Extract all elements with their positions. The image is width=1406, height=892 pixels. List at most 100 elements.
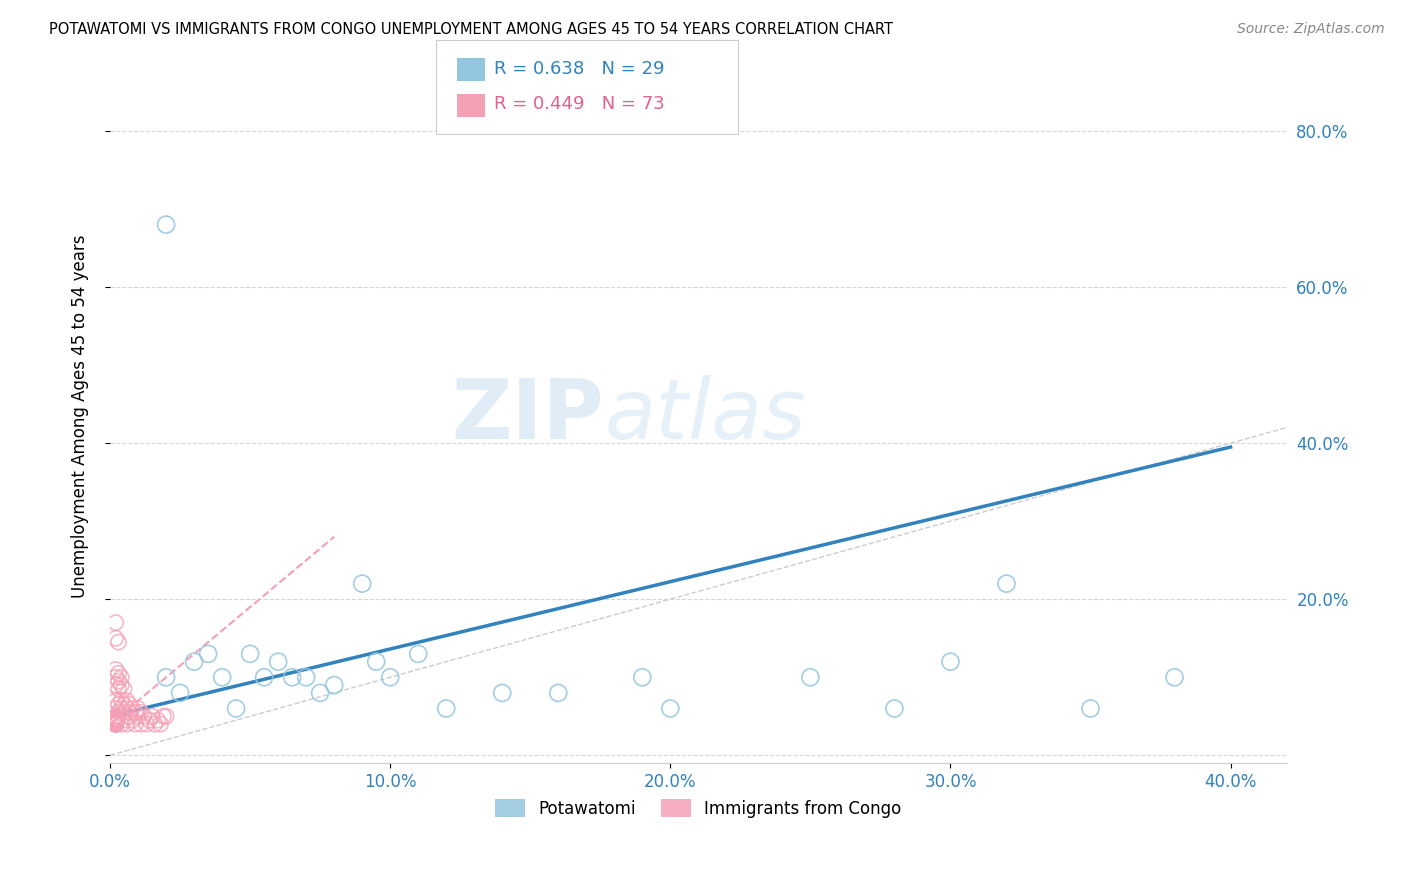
Point: [155, 709, 177, 723]
Point: [104, 717, 127, 731]
Point: [352, 576, 374, 591]
Point: [107, 635, 129, 649]
Point: [115, 701, 138, 715]
Point: [631, 670, 654, 684]
Point: [104, 711, 127, 725]
Point: [104, 713, 127, 727]
Point: [104, 717, 127, 731]
Point: [104, 715, 127, 730]
Point: [124, 706, 146, 720]
Point: [107, 709, 129, 723]
Point: [295, 670, 318, 684]
Point: [104, 632, 127, 646]
Point: [104, 663, 127, 677]
Point: [118, 706, 141, 720]
Text: R = 0.449   N = 73: R = 0.449 N = 73: [494, 95, 664, 113]
Point: [115, 694, 138, 708]
Point: [267, 655, 290, 669]
Point: [149, 717, 172, 731]
Point: [104, 715, 127, 730]
Point: [104, 717, 127, 731]
Point: [112, 698, 135, 712]
Point: [110, 701, 132, 715]
Point: [659, 701, 682, 715]
Point: [104, 717, 127, 731]
Point: [1080, 701, 1102, 715]
Point: [104, 715, 127, 730]
Text: POTAWATOMI VS IMMIGRANTS FROM CONGO UNEMPLOYMENT AMONG AGES 45 TO 54 YEARS CORRE: POTAWATOMI VS IMMIGRANTS FROM CONGO UNEM…: [49, 22, 893, 37]
Point: [115, 717, 138, 731]
Point: [309, 686, 332, 700]
Point: [104, 715, 127, 730]
Point: [143, 717, 166, 731]
Point: [127, 701, 149, 715]
Point: [138, 713, 160, 727]
Point: [104, 694, 127, 708]
Point: [104, 717, 127, 731]
Point: [253, 670, 276, 684]
Point: [491, 686, 513, 700]
Point: [104, 713, 127, 727]
Point: [129, 717, 152, 731]
Point: [112, 706, 135, 720]
Point: [104, 678, 127, 692]
Point: [380, 670, 402, 684]
Point: [121, 701, 143, 715]
Point: [366, 655, 388, 669]
Point: [107, 706, 129, 720]
Point: [104, 714, 127, 728]
Point: [883, 701, 905, 715]
Point: [225, 701, 247, 715]
Point: [152, 709, 174, 723]
Point: [141, 709, 163, 723]
Y-axis label: Unemployment Among Ages 45 to 54 years: Unemployment Among Ages 45 to 54 years: [72, 234, 89, 598]
Point: [197, 647, 219, 661]
Point: [127, 709, 149, 723]
Point: [104, 714, 127, 728]
Point: [110, 717, 132, 731]
Point: [155, 670, 177, 684]
Point: [104, 717, 127, 731]
Point: [104, 717, 127, 731]
Point: [323, 678, 346, 692]
Point: [104, 701, 127, 715]
Text: R = 0.638   N = 29: R = 0.638 N = 29: [494, 60, 664, 78]
Point: [112, 681, 135, 696]
Point: [104, 714, 127, 728]
Point: [110, 670, 132, 684]
Point: [104, 670, 127, 684]
Point: [281, 670, 304, 684]
Point: [434, 701, 457, 715]
Point: [104, 615, 127, 630]
Point: [799, 670, 821, 684]
Point: [155, 218, 177, 232]
Point: [939, 655, 962, 669]
Point: [547, 686, 569, 700]
Point: [110, 694, 132, 708]
Point: [107, 674, 129, 689]
Point: [121, 713, 143, 727]
Point: [104, 717, 127, 731]
Point: [104, 713, 127, 727]
Legend: Potawatomi, Immigrants from Congo: Potawatomi, Immigrants from Congo: [488, 793, 908, 824]
Point: [112, 713, 135, 727]
Point: [135, 717, 157, 731]
Point: [124, 717, 146, 731]
Point: [239, 647, 262, 661]
Point: [183, 655, 205, 669]
Point: [104, 709, 127, 723]
Point: [104, 717, 127, 731]
Point: [1163, 670, 1185, 684]
Point: [104, 717, 127, 731]
Point: [146, 713, 169, 727]
Point: [104, 715, 127, 730]
Point: [118, 709, 141, 723]
Text: atlas: atlas: [605, 376, 806, 457]
Point: [169, 686, 191, 700]
Point: [406, 647, 429, 661]
Point: [211, 670, 233, 684]
Point: [107, 681, 129, 696]
Point: [107, 698, 129, 712]
Point: [104, 715, 127, 730]
Point: [118, 698, 141, 712]
